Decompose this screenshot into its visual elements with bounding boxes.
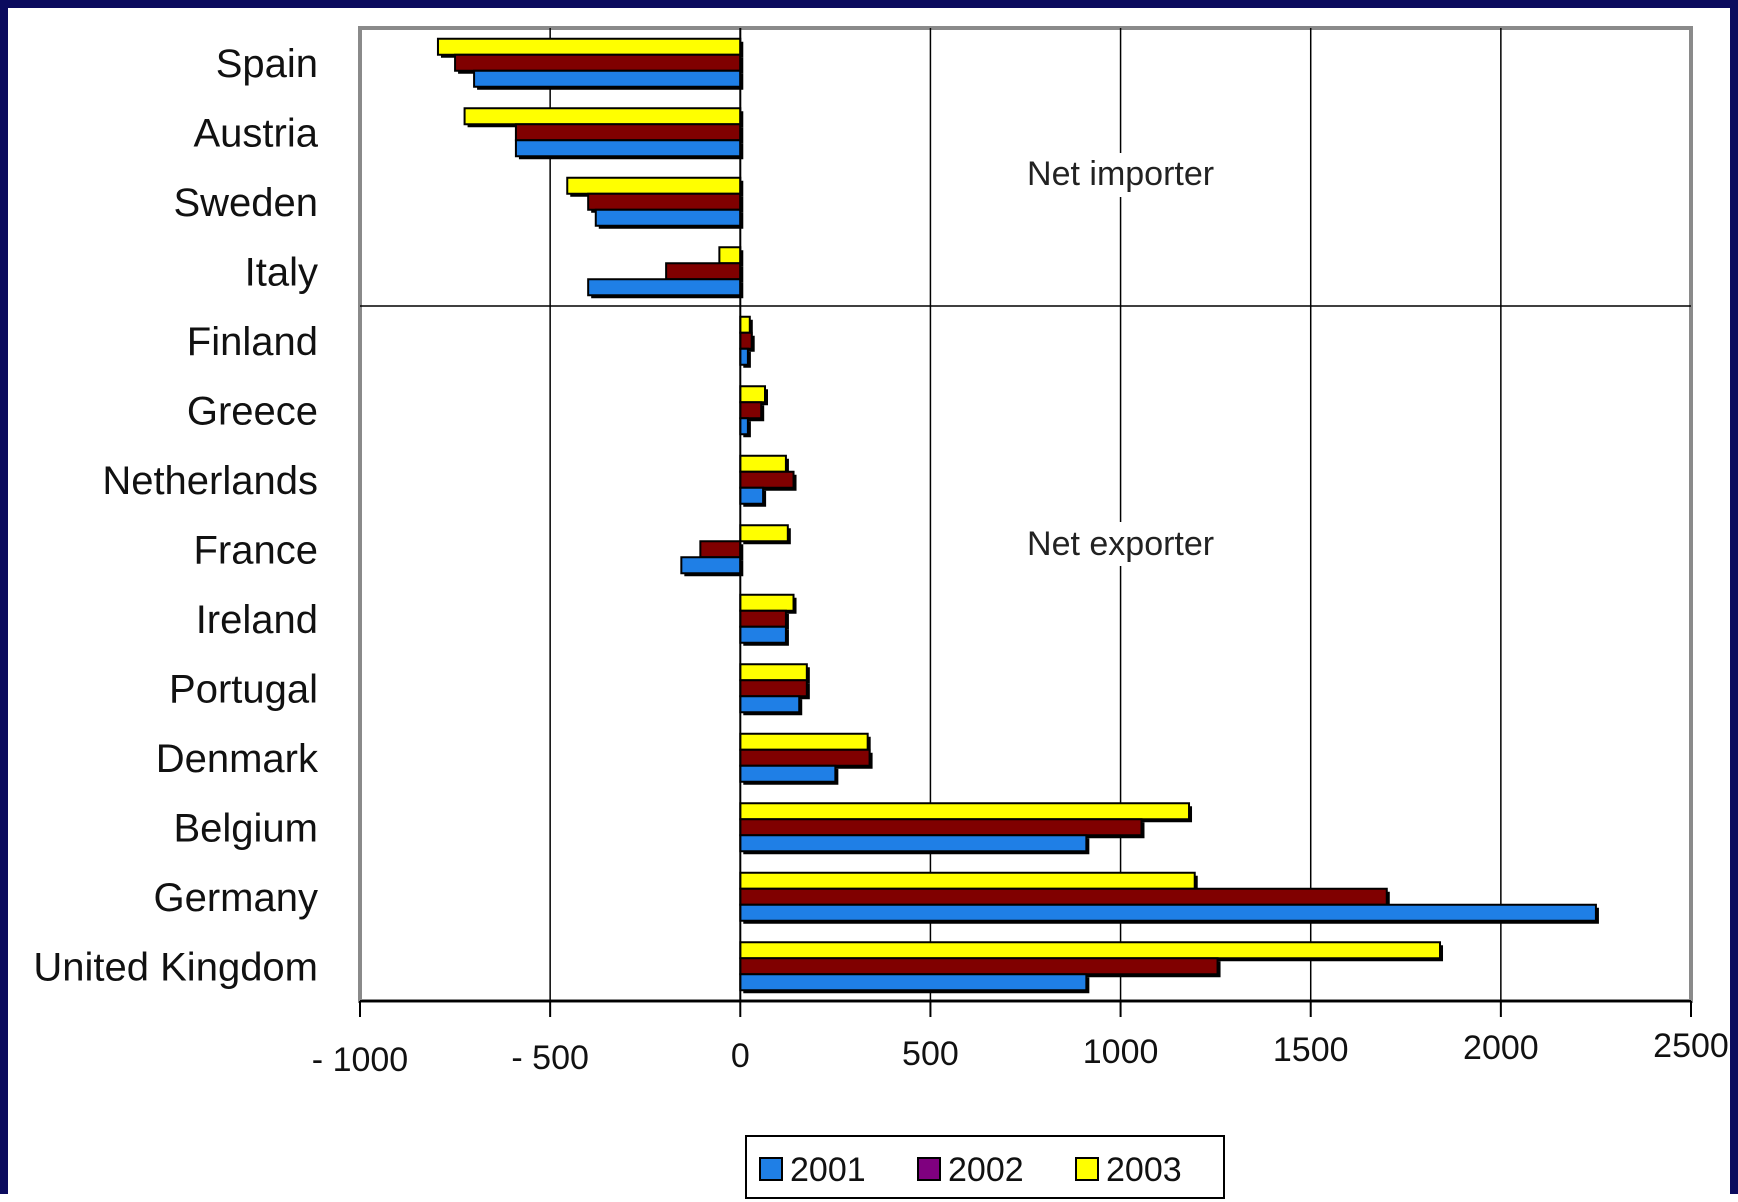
bar-finland-2003 <box>739 315 751 334</box>
x-tick-label: 500 <box>902 1035 959 1073</box>
bar-belgium-2001 <box>739 834 1088 853</box>
bar-italy-2002 <box>665 262 742 281</box>
bar-belgium-2002 <box>739 818 1143 837</box>
category-label: United Kingdom <box>33 945 318 989</box>
bar-austria-2002 <box>514 123 742 142</box>
bar-spain-2002 <box>454 53 742 72</box>
category-label: Austria <box>194 111 319 155</box>
bar-greece-2001 <box>739 417 749 436</box>
bar-ireland-2003 <box>739 593 795 612</box>
x-tick-label: 2500 <box>1653 1027 1729 1065</box>
legend-swatch-2002 <box>917 1157 941 1181</box>
bar-spain-2001 <box>473 69 742 88</box>
bar-germany-2002 <box>739 887 1388 906</box>
bar-sweden-2003 <box>566 176 742 195</box>
annotation-net-exporter: Net exporter <box>1027 525 1214 563</box>
bar-france-2001 <box>680 556 742 575</box>
bar-denmark-2002 <box>739 748 871 767</box>
bar-germany-2001 <box>739 903 1597 922</box>
bar-spain-2003 <box>436 37 742 56</box>
legend-label-2002: 2002 <box>948 1151 1024 1189</box>
bar-france-2003 <box>739 524 789 543</box>
bar-netherlands-2003 <box>739 454 787 473</box>
bar-france-2002 <box>699 540 742 559</box>
bar-netherlands-2001 <box>739 486 765 505</box>
bar-italy-2003 <box>718 246 742 265</box>
legend-label-2001: 2001 <box>790 1151 866 1189</box>
category-label: Portugal <box>169 667 318 711</box>
bar-greece-2003 <box>739 385 767 404</box>
category-label: Spain <box>216 42 318 86</box>
bar-greece-2002 <box>739 401 763 420</box>
category-label: Italy <box>245 250 318 294</box>
bar-portugal-2001 <box>739 695 801 714</box>
bar-sweden-2002 <box>587 192 742 211</box>
legend-swatch-2003 <box>1075 1157 1099 1181</box>
annotation-background <box>1025 522 1216 566</box>
bar-portugal-2003 <box>739 663 808 682</box>
annotation-background <box>1025 153 1216 197</box>
bar-denmark-2003 <box>739 732 869 751</box>
category-label: Finland <box>187 320 318 364</box>
category-label: Belgium <box>173 806 318 850</box>
category-label: Netherlands <box>102 459 318 503</box>
legend-swatch-2001 <box>759 1157 783 1181</box>
bar-italy-2001 <box>587 278 742 297</box>
bar-ireland-2002 <box>739 609 787 628</box>
bar-finland-2001 <box>739 347 749 366</box>
bar-chart: Net importer Net exporter Spain Austria Swed… <box>33 26 1729 1199</box>
category-label: Germany <box>154 876 319 920</box>
category-label: France <box>194 528 319 572</box>
x-tick-label: 1500 <box>1273 1031 1349 1069</box>
x-tick-label: 1000 <box>1083 1033 1159 1071</box>
annotation-net-importer: Net importer <box>1027 155 1214 193</box>
x-tick-label: - 500 <box>511 1039 589 1077</box>
bar-ireland-2001 <box>739 625 787 644</box>
plot-area <box>358 26 1693 1003</box>
legend-label-2003: 2003 <box>1106 1151 1182 1189</box>
bar-united-kingdom-2002 <box>739 957 1219 976</box>
category-label: Sweden <box>173 181 318 225</box>
bar-portugal-2002 <box>739 679 808 698</box>
bar-denmark-2001 <box>739 764 837 783</box>
bar-netherlands-2002 <box>739 470 795 489</box>
x-tick-label: 2000 <box>1463 1029 1539 1067</box>
bar-sweden-2001 <box>594 208 742 227</box>
bar-united-kingdom-2001 <box>739 973 1088 992</box>
category-label: Denmark <box>156 737 319 781</box>
bar-germany-2003 <box>739 871 1196 890</box>
bar-finland-2002 <box>739 331 753 350</box>
bar-united-kingdom-2003 <box>739 941 1442 960</box>
bar-austria-2001 <box>514 139 742 158</box>
bar-austria-2003 <box>463 107 742 126</box>
x-tick-label: 0 <box>731 1037 750 1075</box>
category-label: Greece <box>187 389 318 433</box>
x-tick-label: - 1000 <box>312 1041 408 1079</box>
bar-belgium-2003 <box>739 802 1191 821</box>
category-label: Ireland <box>196 598 318 642</box>
